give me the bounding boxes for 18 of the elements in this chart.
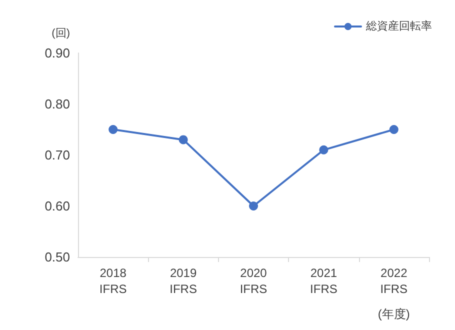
point xyxy=(389,125,398,134)
point xyxy=(178,135,188,144)
point xyxy=(249,202,258,210)
x-tick-label: 2020 IFRS xyxy=(240,266,268,296)
x-tick-label: 2019 IFRS xyxy=(170,266,197,296)
y-tick-label: 0.60 xyxy=(44,198,70,214)
y-tick-label: 0.70 xyxy=(44,148,70,162)
legend-label: 総資産回転率 xyxy=(365,20,432,32)
y-tick-label: 0.80 xyxy=(44,96,70,112)
point xyxy=(319,145,328,154)
x-tick-label: 2022 IFRS xyxy=(380,266,408,296)
x-axis-title: (年度) xyxy=(378,307,410,321)
y-tick-label: 0.90 xyxy=(44,46,70,60)
x-tick-label: 2018 IFRS xyxy=(99,266,127,296)
point xyxy=(108,125,118,134)
y-axis-title: (回) xyxy=(52,28,70,40)
x-tick-label: 2021 IFRS xyxy=(310,266,338,296)
y-tick-label: 0.50 xyxy=(44,250,70,264)
